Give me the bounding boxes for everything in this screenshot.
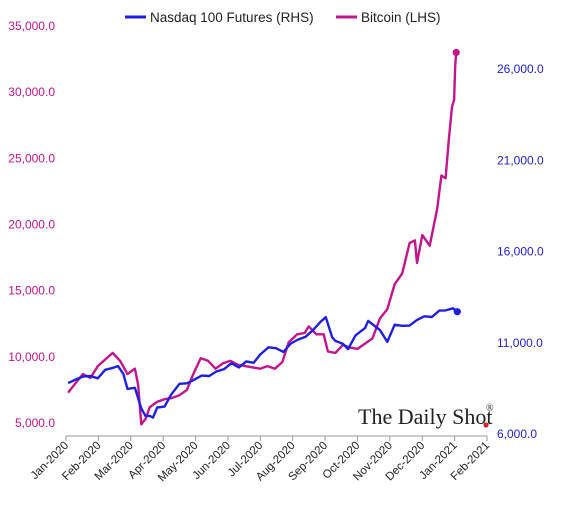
left-tick-label: 20,000.0 [8, 218, 55, 232]
left-tick-label: 5,000.0 [15, 416, 55, 430]
left-tick-label: 35,000.0 [8, 19, 55, 33]
legend: Nasdaq 100 Futures (RHS) Bitcoin (LHS) [125, 10, 441, 25]
left-tick-label: 10,000.0 [8, 350, 55, 364]
series-line-bitcoin [67, 52, 458, 426]
series-end-marker-bitcoin [452, 48, 460, 57]
x-axis-ticks: Jan-2020Feb-2020Mar-2020Apr-2020May-2020… [29, 436, 492, 484]
left-tick-label: 25,000.0 [8, 151, 55, 165]
watermark: The Daily Shot ® [358, 403, 494, 429]
watermark-text: The Daily Shot [358, 404, 492, 429]
series-line-nasdaq [67, 307, 459, 419]
right-tick-label: 6,000.0 [497, 427, 537, 441]
left-tick-label: 30,000.0 [8, 85, 55, 99]
right-tick-label: 11,000.0 [497, 336, 543, 350]
registered-mark: ® [486, 403, 494, 414]
right-tick-label: 26,000.0 [497, 62, 544, 76]
right-tick-label: 16,000.0 [497, 245, 544, 259]
series-layer [67, 48, 461, 426]
right-axis-ticks: 6,000.0 11,000.0 16,000.0 21,000.0 26,000.0 [497, 62, 544, 441]
left-axis-ticks: 5,000.0 10,000.0 15,000.0 20,000.0 25,000.0 3… [8, 19, 55, 430]
left-tick-label: 15,000.0 [8, 284, 55, 298]
series-end-marker-nasdaq [453, 308, 461, 316]
legend-label-bitcoin: Bitcoin (LHS) [361, 10, 441, 25]
watermark-dot [483, 422, 489, 428]
right-tick-label: 21,000.0 [497, 153, 544, 167]
legend-label-nasdaq: Nasdaq 100 Futures (RHS) [150, 10, 314, 25]
